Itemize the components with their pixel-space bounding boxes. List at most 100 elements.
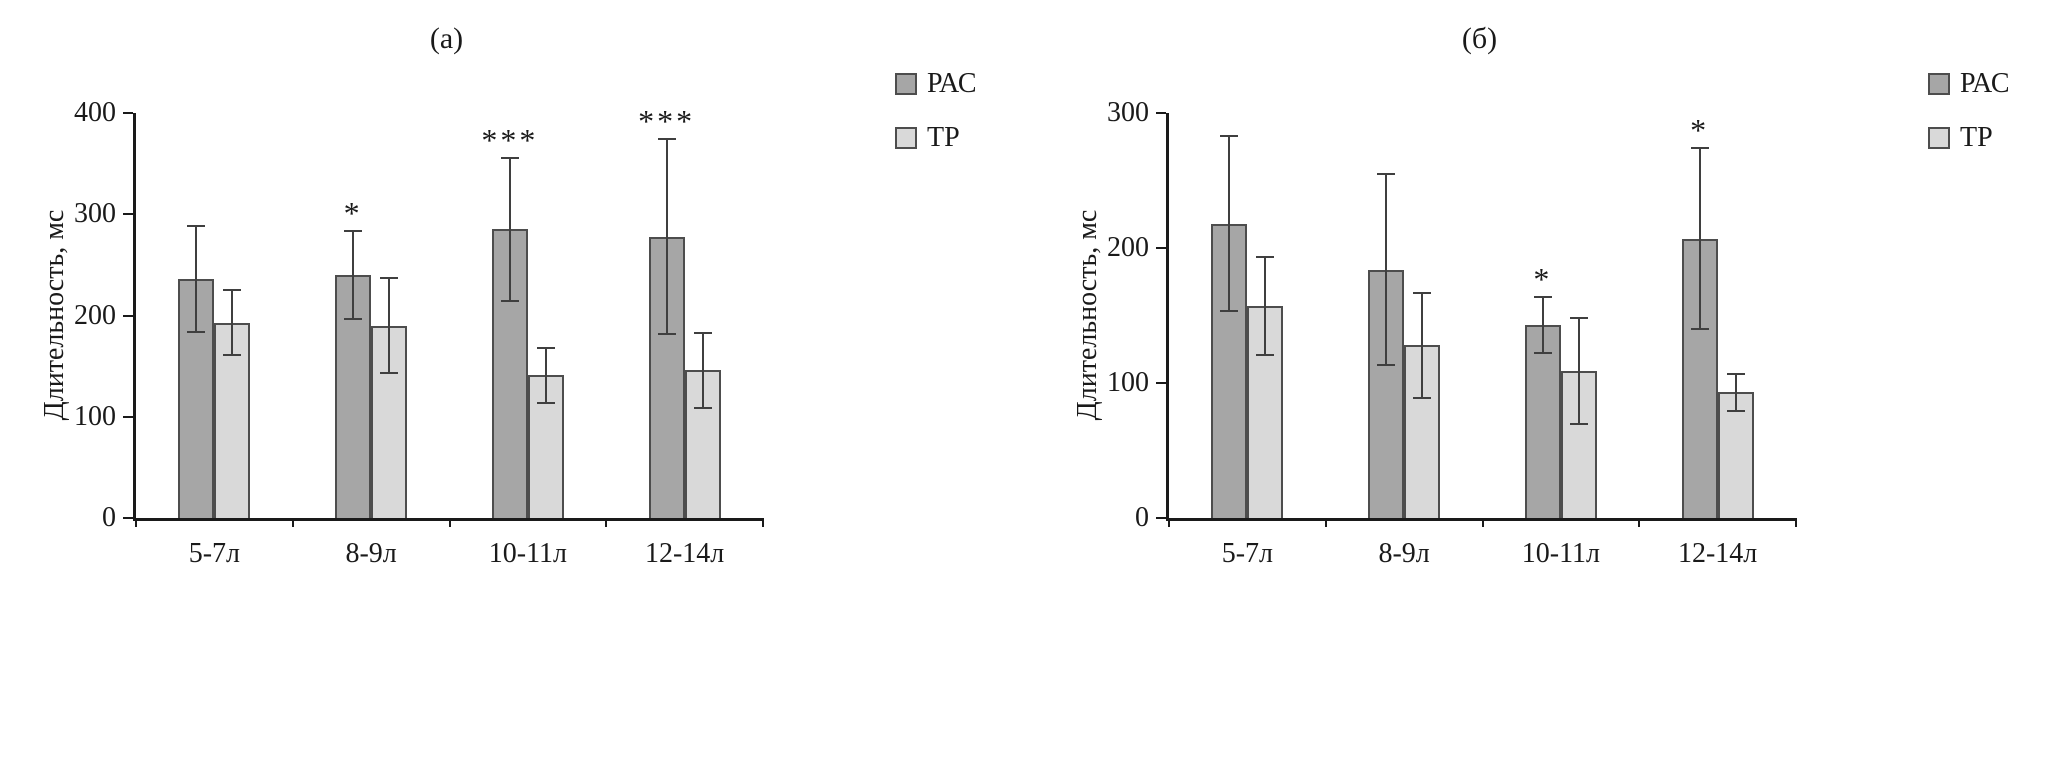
x-tick-mark (1481, 518, 1484, 527)
error-bar-cap-top (1220, 134, 1239, 137)
error-bar-cap-top (380, 277, 399, 280)
y-tick-mark (123, 314, 133, 317)
significance-annotation: * (343, 195, 363, 232)
legend-label: РАС (927, 68, 977, 99)
error-bar-cap-bottom (380, 372, 399, 375)
chart-panel-b: (б) Длительность, мс 0 100 200 300 5-7л 8-9л 1… (1033, 0, 2066, 780)
legend-item-РАС: РАС (1928, 70, 2010, 98)
error-bar-cap-bottom (693, 406, 712, 409)
error-bar-line (1228, 135, 1231, 312)
significance-annotation: * (1690, 112, 1710, 149)
error-bar-cap-bottom (1726, 410, 1745, 413)
y-tick-label: 400 (74, 97, 116, 128)
legend-item-ТР: ТР (895, 124, 977, 152)
x-tick-mark (448, 518, 451, 527)
error-bar-line (352, 231, 355, 319)
error-bar-cap-bottom (500, 300, 519, 303)
error-bar-cap-bottom (1377, 364, 1396, 367)
bar-РАС (648, 236, 685, 518)
error-bar-cap-top (223, 289, 242, 292)
chart-title: (б) (1461, 22, 1498, 55)
error-bar-cap-top (1377, 172, 1396, 175)
legend-item-ТР: ТР (1928, 124, 2010, 152)
y-tick-label: 300 (74, 198, 116, 230)
error-bar-cap-top (1533, 295, 1552, 298)
x-category-label: 10-11л (488, 538, 568, 569)
error-bar-line (544, 347, 547, 403)
bar-РАС (1524, 324, 1561, 518)
x-tick-mark (605, 518, 608, 527)
error-bar-cap-bottom (1413, 396, 1432, 399)
x-tick-mark (1324, 518, 1327, 527)
legend-swatch (895, 73, 917, 95)
legend-swatch (895, 127, 917, 149)
error-bar-cap-bottom (536, 401, 555, 404)
legend-item-РАС: РАС (895, 70, 977, 98)
error-bar-cap-bottom (344, 317, 363, 320)
x-category-label: 8-9л (345, 538, 397, 569)
y-tick-mark (1156, 112, 1166, 114)
error-bar-cap-bottom (1690, 328, 1709, 330)
plot-area: 0 100 200 300 5-7л 8-9л 10-11л * 12-14л * (1107, 99, 1797, 569)
error-bar-cap-bottom (1569, 422, 1588, 425)
y-tick-mark (123, 517, 133, 519)
y-tick-label: 100 (1107, 367, 1149, 398)
error-bar-cap-top (657, 138, 676, 141)
y-tick-mark (1156, 382, 1166, 384)
y-tick-label: 100 (74, 400, 116, 432)
chart-panel-a: (а) Длительность, мс 0 100 200 300 400 5-7л 8-… (0, 0, 1033, 780)
bar-РАС (1211, 223, 1248, 518)
x-tick-mark (135, 518, 137, 527)
y-tick-label: 300 (1107, 97, 1149, 128)
error-bar-line (665, 139, 668, 334)
error-bar-cap-top (1256, 256, 1275, 259)
error-bar-line (1577, 318, 1580, 424)
significance-annotation: * (1533, 260, 1553, 297)
error-bar-line (508, 157, 511, 302)
legend-swatch (1928, 127, 1950, 149)
error-bar-line (231, 290, 234, 355)
y-tick-mark (123, 213, 133, 216)
error-bar-cap-bottom (657, 332, 676, 335)
error-bar-cap-top (1413, 291, 1432, 294)
error-bar-line (1541, 296, 1544, 354)
x-category-label: 5-7л (1221, 538, 1274, 569)
chart-title: (а) (429, 22, 464, 55)
error-bar-cap-top (187, 225, 206, 228)
y-tick-label: 200 (1107, 232, 1149, 263)
error-bar-line (1734, 373, 1737, 412)
legend: РАС ТР (895, 70, 977, 152)
x-category-label: 12-14л (1677, 538, 1758, 569)
error-bar-line (1264, 257, 1267, 355)
y-tick-label: 0 (102, 502, 116, 533)
x-category-label: 12-14л (644, 538, 725, 569)
y-tick-label: 200 (74, 299, 116, 331)
error-bar-line (1385, 173, 1388, 366)
error-bar-cap-top (500, 156, 519, 159)
x-category-label: 8-9л (1378, 538, 1430, 569)
error-bar-cap-bottom (1533, 352, 1552, 355)
legend-label: РАС (1960, 68, 2010, 99)
error-bar-cap-top (1569, 317, 1588, 320)
error-bar-cap-bottom (187, 330, 206, 333)
error-bar-line (1698, 148, 1701, 329)
y-tick-mark (123, 415, 133, 418)
y-tick-mark (1156, 247, 1166, 249)
x-category-label: 5-7л (188, 538, 241, 569)
error-bar-line (701, 332, 704, 408)
x-tick-mark (291, 518, 294, 527)
x-tick-mark (762, 518, 764, 527)
error-bar-line (195, 226, 198, 332)
error-bar-line (1421, 292, 1424, 398)
significance-annotation: *** (638, 103, 696, 140)
x-tick-mark (1638, 518, 1641, 527)
error-bar-line (388, 278, 391, 374)
error-bar-cap-top (1726, 372, 1745, 375)
error-bar-cap-bottom (1256, 353, 1275, 356)
y-tick-mark (1156, 517, 1166, 519)
significance-annotation: *** (481, 121, 539, 158)
legend-label: ТР (927, 122, 960, 153)
error-bar-cap-top (344, 230, 363, 233)
error-bar-cap-top (693, 331, 712, 334)
